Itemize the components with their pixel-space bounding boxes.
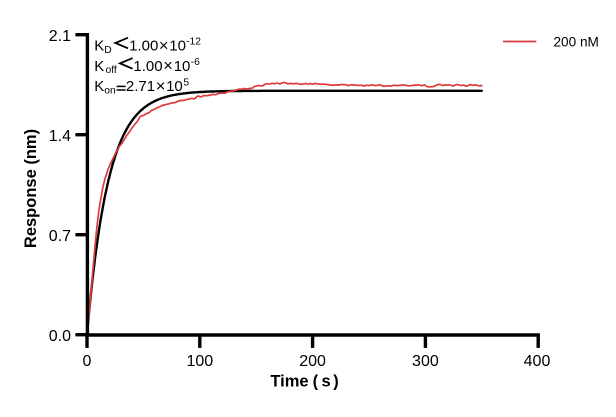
svg-text:0.7: 0.7 (49, 228, 71, 245)
svg-text:10: 10 (166, 78, 183, 95)
svg-text:off: off (106, 65, 117, 76)
svg-text:300: 300 (412, 353, 439, 370)
svg-text:2.71: 2.71 (126, 78, 155, 95)
svg-text:K: K (94, 58, 104, 75)
svg-text:×: × (159, 37, 169, 55)
svg-text:10: 10 (169, 37, 186, 54)
svg-text:×: × (156, 78, 166, 96)
svg-text:×: × (163, 57, 173, 75)
svg-text:D: D (104, 45, 111, 56)
svg-text:100: 100 (186, 353, 213, 370)
svg-text:K: K (94, 37, 104, 54)
svg-text:200: 200 (299, 353, 326, 370)
svg-text:5: 5 (183, 77, 189, 88)
svg-text:-6: -6 (191, 57, 200, 68)
svg-text:0.0: 0.0 (49, 328, 71, 345)
svg-text:-12: -12 (186, 36, 201, 47)
svg-text:1.00: 1.00 (129, 37, 158, 54)
svg-text:1.4: 1.4 (49, 128, 71, 145)
svg-text:on: on (104, 86, 116, 97)
svg-text:Time(s): Time(s) (270, 372, 338, 390)
svg-text:1.00: 1.00 (133, 58, 162, 75)
svg-text:Response (nm): Response (nm) (22, 129, 40, 248)
svg-text:200 nM: 200 nM (554, 35, 599, 50)
svg-text:400: 400 (524, 353, 551, 370)
svg-text:10: 10 (174, 58, 191, 75)
svg-text:K: K (94, 78, 104, 95)
svg-text:2.1: 2.1 (49, 28, 71, 45)
svg-text:0: 0 (83, 353, 92, 370)
